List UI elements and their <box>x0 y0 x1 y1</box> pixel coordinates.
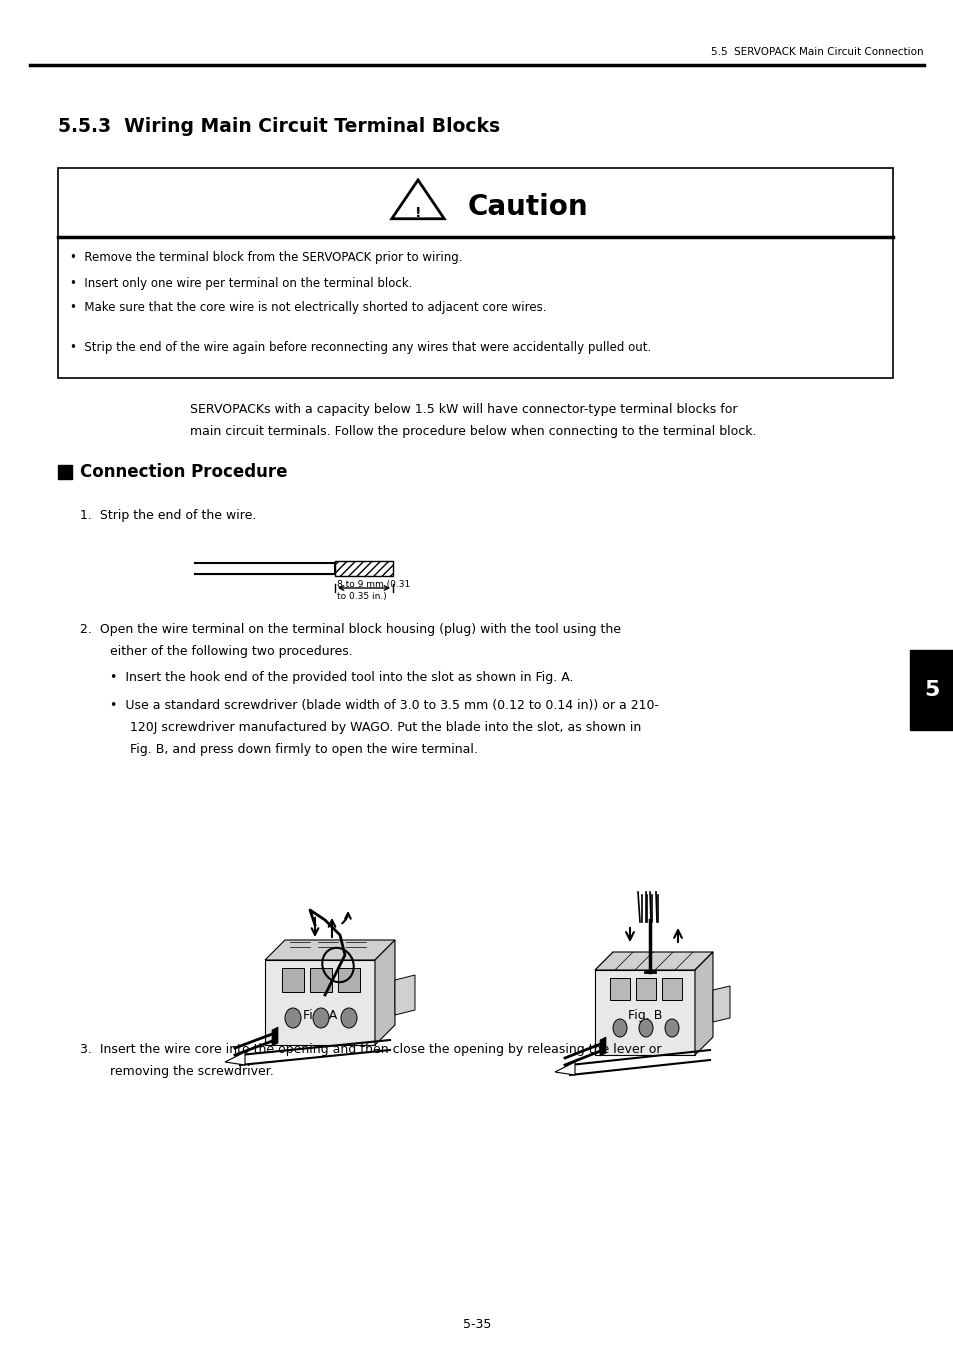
Ellipse shape <box>313 1008 329 1028</box>
Text: •  Make sure that the core wire is not electrically shorted to adjacent core wir: • Make sure that the core wire is not el… <box>70 301 546 315</box>
Text: 5: 5 <box>923 680 939 700</box>
Text: 1.  Strip the end of the wire.: 1. Strip the end of the wire. <box>80 509 256 523</box>
Bar <box>58 465 71 480</box>
Text: removing the screwdriver.: removing the screwdriver. <box>110 1066 274 1078</box>
Polygon shape <box>599 1038 605 1056</box>
Text: 120J screwdriver manufactured by WAGO. Put the blade into the slot, as shown in: 120J screwdriver manufactured by WAGO. P… <box>130 721 640 735</box>
Text: to 0.35 in.): to 0.35 in.) <box>336 592 386 601</box>
Polygon shape <box>337 969 359 992</box>
Text: main circuit terminals. Follow the procedure below when connecting to the termin: main circuit terminals. Follow the proce… <box>190 426 756 439</box>
Polygon shape <box>265 961 375 1046</box>
Ellipse shape <box>285 1008 301 1028</box>
Text: •  Remove the terminal block from the SERVOPACK prior to wiring.: • Remove the terminal block from the SER… <box>70 251 462 265</box>
Text: Fig. B: Fig. B <box>627 1008 661 1021</box>
Text: Fig. B, and press down firmly to open the wire terminal.: Fig. B, and press down firmly to open th… <box>130 743 477 757</box>
Polygon shape <box>661 978 681 1000</box>
Bar <box>909 650 953 730</box>
Polygon shape <box>595 970 695 1055</box>
Text: SERVOPACKs with a capacity below 1.5 kW will have connector-type terminal blocks: SERVOPACKs with a capacity below 1.5 kW … <box>190 404 737 416</box>
Bar <box>335 561 393 576</box>
Ellipse shape <box>340 1008 356 1028</box>
Text: •  Insert the hook end of the provided tool into the slot as shown in Fig. A.: • Insert the hook end of the provided to… <box>110 671 573 685</box>
Polygon shape <box>272 1027 277 1046</box>
Text: 8 to 9 mm (0.31: 8 to 9 mm (0.31 <box>336 580 410 589</box>
Text: either of the following two procedures.: either of the following two procedures. <box>110 646 353 658</box>
Text: Caution: Caution <box>468 193 588 222</box>
Polygon shape <box>310 969 332 992</box>
Text: 2.  Open the wire terminal on the terminal block housing (plug) with the tool us: 2. Open the wire terminal on the termina… <box>80 624 620 636</box>
Text: •  Use a standard screwdriver (blade width of 3.0 to 3.5 mm (0.12 to 0.14 in)) o: • Use a standard screwdriver (blade widt… <box>110 700 659 712</box>
Text: 5.5.3  Wiring Main Circuit Terminal Blocks: 5.5.3 Wiring Main Circuit Terminal Block… <box>58 118 499 136</box>
Text: 3.  Insert the wire core into the opening and then close the opening by releasin: 3. Insert the wire core into the opening… <box>80 1043 660 1056</box>
Ellipse shape <box>639 1019 652 1038</box>
Polygon shape <box>712 986 729 1021</box>
Polygon shape <box>225 1052 245 1065</box>
Polygon shape <box>555 1062 575 1075</box>
Text: Connection Procedure: Connection Procedure <box>80 463 287 481</box>
Ellipse shape <box>613 1019 626 1038</box>
Bar <box>58 168 892 378</box>
Text: •  Insert only one wire per terminal on the terminal block.: • Insert only one wire per terminal on t… <box>70 277 412 289</box>
Ellipse shape <box>664 1019 679 1038</box>
Polygon shape <box>595 952 712 970</box>
Polygon shape <box>695 952 712 1055</box>
Polygon shape <box>636 978 656 1000</box>
Text: !: ! <box>415 205 421 220</box>
Bar <box>194 557 365 574</box>
Polygon shape <box>375 940 395 1046</box>
Text: •  Strip the end of the wire again before reconnecting any wires that were accid: • Strip the end of the wire again before… <box>70 342 651 354</box>
Text: Fig. A: Fig. A <box>302 1008 336 1021</box>
Polygon shape <box>395 975 415 1015</box>
Text: 5.5  SERVOPACK Main Circuit Connection: 5.5 SERVOPACK Main Circuit Connection <box>711 47 923 57</box>
Polygon shape <box>282 969 304 992</box>
Text: 5-35: 5-35 <box>462 1319 491 1332</box>
Polygon shape <box>265 940 395 961</box>
Polygon shape <box>609 978 629 1000</box>
